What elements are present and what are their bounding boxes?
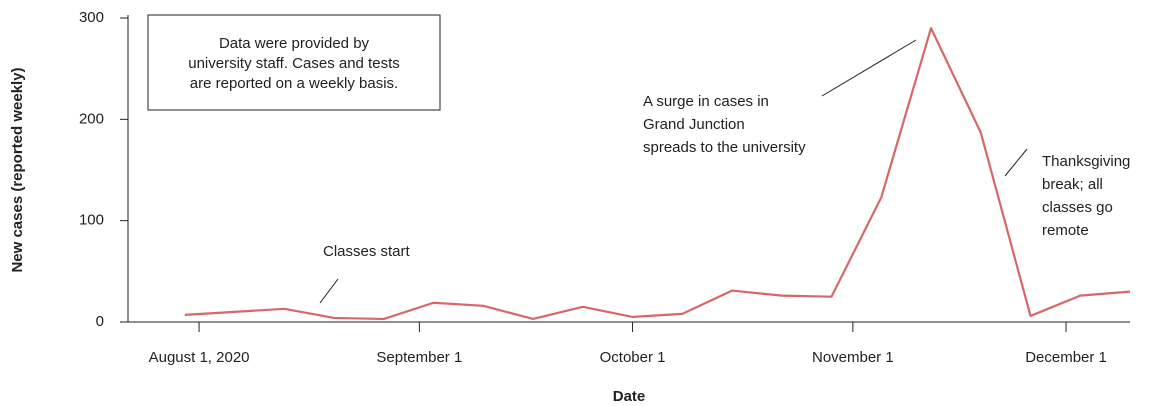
data-line bbox=[184, 27, 1131, 321]
y-axis-label: New cases (reported weekly) bbox=[9, 67, 26, 272]
x-tick-label: December 1 bbox=[1025, 349, 1107, 366]
x-tick-label: September 1 bbox=[376, 349, 462, 366]
x-tick-label: November 1 bbox=[812, 349, 894, 366]
annotation: Classes start bbox=[323, 243, 411, 260]
annotation-line bbox=[1004, 148, 1028, 177]
annotation: Grand Junction bbox=[643, 116, 745, 133]
x-tick-label: August 1, 2020 bbox=[149, 349, 250, 366]
annotation: classes go bbox=[1042, 199, 1113, 216]
note-box bbox=[147, 14, 441, 111]
y-tick-label: 300 bbox=[79, 9, 104, 26]
annotation: A surge in cases in bbox=[643, 93, 769, 110]
x-tick-label: October 1 bbox=[600, 349, 666, 366]
annotation: Thanksgiving bbox=[1042, 153, 1130, 170]
annotation: Data were provided by bbox=[219, 35, 370, 52]
x-axis-label: Date bbox=[613, 388, 646, 405]
annotation-line bbox=[319, 278, 339, 304]
annotation: spreads to the university bbox=[643, 139, 806, 156]
annotation: are reported on a weekly basis. bbox=[190, 75, 398, 92]
annotation-line bbox=[821, 39, 917, 97]
y-tick-label: 0 bbox=[96, 313, 104, 330]
y-tick-label: 200 bbox=[79, 110, 104, 127]
annotation: remote bbox=[1042, 222, 1089, 239]
annotation: break; all bbox=[1042, 176, 1103, 193]
y-tick-label: 100 bbox=[79, 212, 104, 229]
annotation: university staff. Cases and tests bbox=[188, 55, 400, 72]
